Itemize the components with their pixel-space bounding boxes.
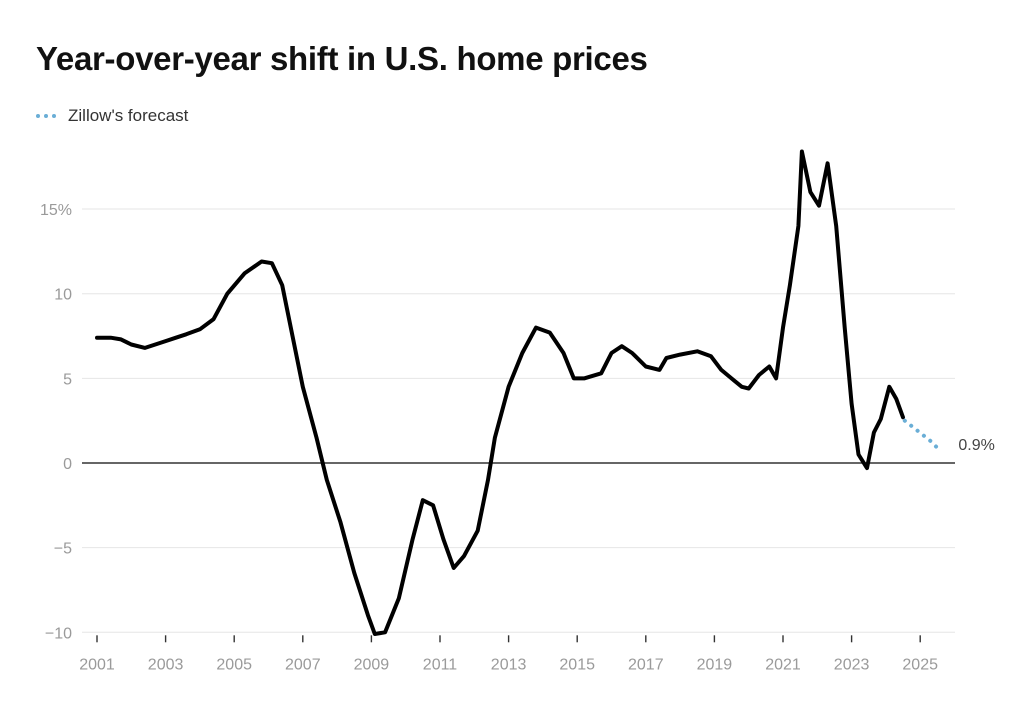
y-tick-label: −10 bbox=[45, 625, 72, 642]
price-change-line bbox=[95, 149, 905, 636]
forecast-end-label: 0.9% bbox=[958, 437, 994, 454]
y-tick-label: −5 bbox=[54, 541, 72, 558]
x-tick-label: 2003 bbox=[148, 656, 184, 673]
y-tick-label: 10 bbox=[54, 287, 72, 304]
y-tick-label: 15% bbox=[40, 202, 72, 219]
x-tick-label: 2021 bbox=[765, 656, 801, 673]
x-tick-label: 2013 bbox=[491, 656, 527, 673]
x-tick-label: 2005 bbox=[216, 656, 252, 673]
x-axis: 2001 2003 2005 2007 2009 2011 2013 2015 2017 2019… bbox=[79, 635, 938, 673]
legend-label: Zillow's forecast bbox=[68, 106, 189, 125]
x-tick-label: 2009 bbox=[354, 656, 390, 673]
x-tick-label: 2007 bbox=[285, 656, 321, 673]
series-lines bbox=[95, 149, 940, 636]
y-tick-label: 0 bbox=[63, 456, 72, 473]
forecast-line bbox=[902, 418, 940, 450]
x-tick-label: 2025 bbox=[902, 656, 938, 673]
dotted-line-icon bbox=[36, 113, 60, 119]
x-tick-label: 2017 bbox=[628, 656, 664, 673]
x-tick-label: 2015 bbox=[559, 656, 595, 673]
y-tick-label: 5 bbox=[63, 371, 72, 388]
gridlines bbox=[82, 208, 955, 633]
x-tick-label: 2023 bbox=[834, 656, 870, 673]
y-axis-labels: 15% 10 5 0 −5 −10 bbox=[40, 202, 72, 642]
x-tick-label: 2001 bbox=[79, 656, 115, 673]
x-tick-label: 2019 bbox=[697, 656, 733, 673]
legend: Zillow's forecast bbox=[36, 106, 188, 126]
x-tick-label: 2011 bbox=[423, 656, 458, 673]
chart-title: Year-over-year shift in U.S. home prices bbox=[36, 40, 648, 77]
